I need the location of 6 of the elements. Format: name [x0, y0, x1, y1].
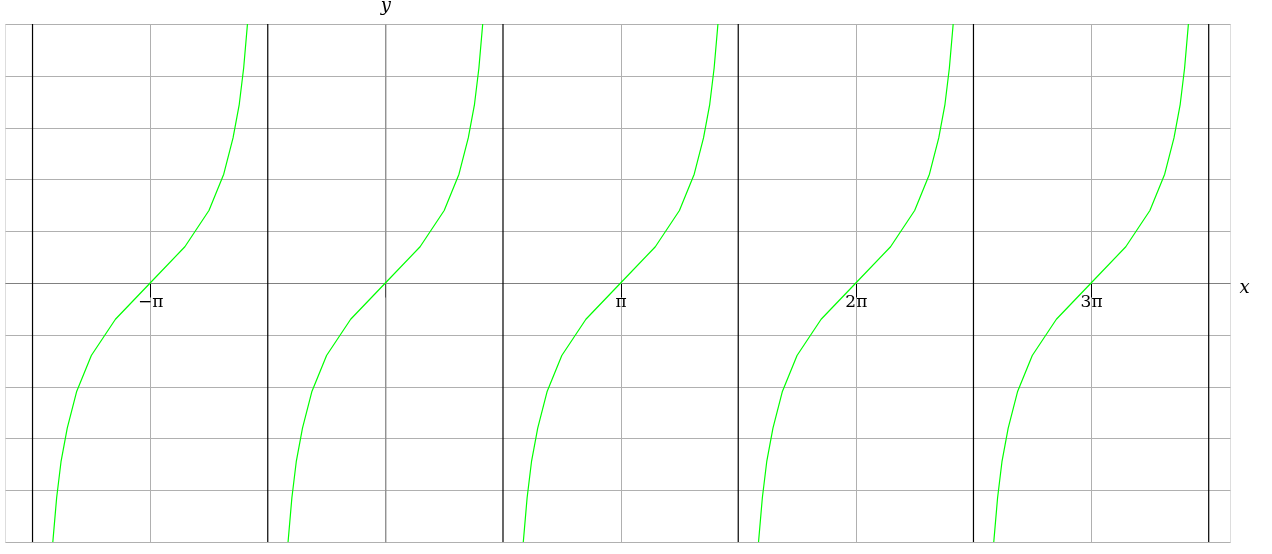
x-axis-title: x [1239, 275, 1250, 297]
x-tick-label: π [615, 290, 627, 311]
x-tick-label: 3π [1080, 290, 1103, 311]
x-tick-label: −π [137, 290, 164, 311]
x-tick-label: 2π [845, 290, 868, 311]
y-axis-title: y [379, 0, 392, 15]
